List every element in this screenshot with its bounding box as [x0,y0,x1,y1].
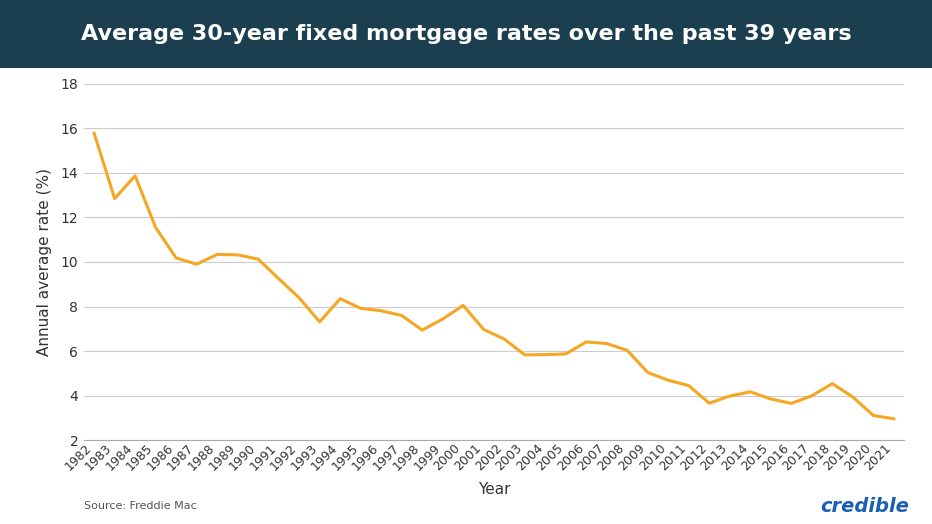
Text: Average 30-year fixed mortgage rates over the past 39 years: Average 30-year fixed mortgage rates ove… [81,24,851,44]
Text: credible: credible [820,497,909,516]
X-axis label: Year: Year [478,482,510,497]
Text: Source: Freddie Mac: Source: Freddie Mac [84,501,197,511]
Y-axis label: Annual average rate (%): Annual average rate (%) [37,168,52,356]
